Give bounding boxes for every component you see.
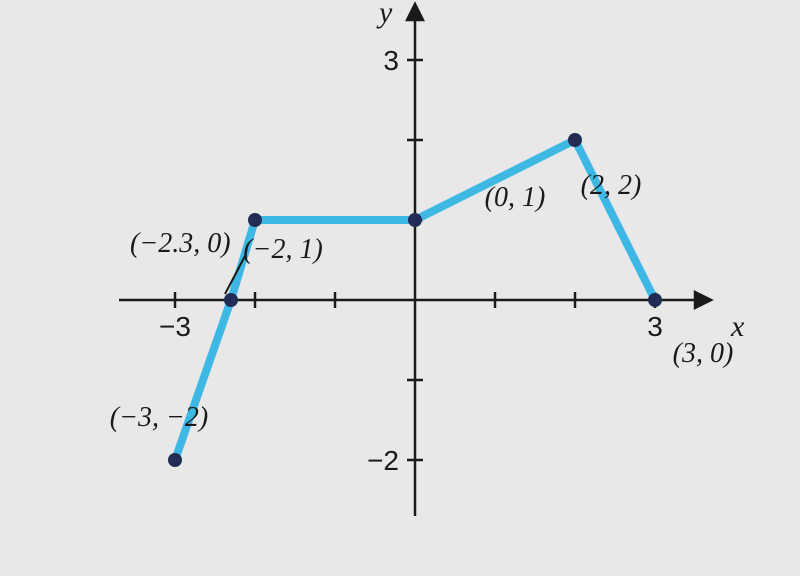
y-axis-label: y xyxy=(376,0,393,29)
point-label: (3, 0) xyxy=(673,338,734,369)
data-point xyxy=(248,213,262,227)
x-tick-label: 3 xyxy=(647,311,663,342)
chart-svg: −33−23xy(−3, −2)(−2.3, 0)(−2, 1)(0, 1)(2… xyxy=(0,0,800,576)
x-tick-label: −3 xyxy=(159,311,191,342)
point-label: (−2.3, 0) xyxy=(130,228,231,259)
point-label: (0, 1) xyxy=(485,182,546,213)
data-point xyxy=(224,293,238,307)
y-tick-label: 3 xyxy=(383,45,399,76)
data-point xyxy=(568,133,582,147)
data-point xyxy=(168,453,182,467)
data-point xyxy=(648,293,662,307)
point-label: (2, 2) xyxy=(581,170,642,201)
point-label: (−2, 1) xyxy=(243,234,323,265)
chart-container: { "chart": { "type": "line", "background… xyxy=(0,0,800,576)
data-point xyxy=(408,213,422,227)
y-tick-label: −2 xyxy=(367,445,399,476)
point-label: (−3, −2) xyxy=(110,402,208,433)
